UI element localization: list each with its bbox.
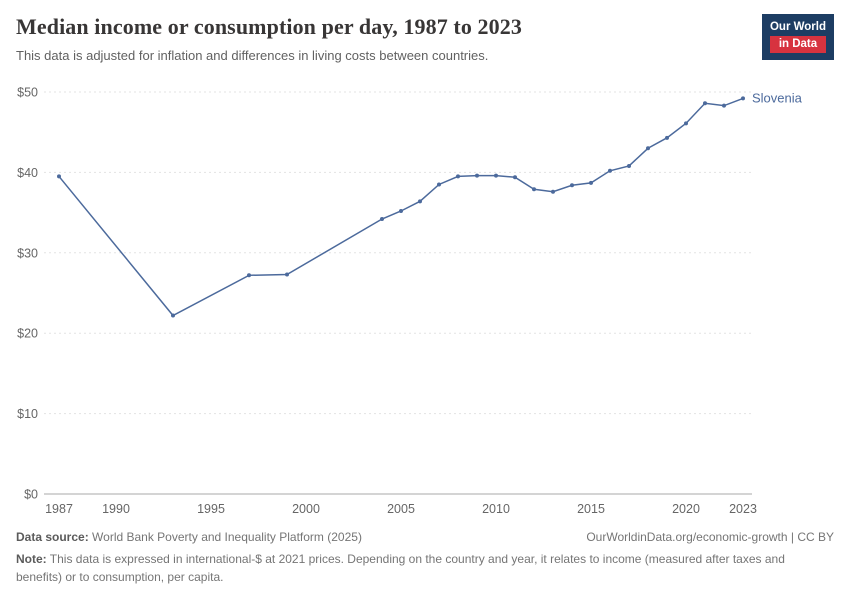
- note-label: Note:: [16, 552, 47, 567]
- data-point: [589, 180, 593, 185]
- data-point: [684, 121, 688, 126]
- data-point: [285, 272, 289, 277]
- data-point: [608, 168, 612, 173]
- x-tick-label: 2010: [482, 502, 510, 516]
- data-point: [570, 183, 574, 188]
- data-point: [247, 273, 251, 278]
- logo-line1: Our World: [769, 21, 826, 33]
- y-tick-label: $20: [17, 327, 38, 341]
- x-tick-label: 1987: [45, 502, 73, 516]
- x-tick-label: 2015: [577, 502, 605, 516]
- data-point: [456, 174, 460, 179]
- x-tick-label: 2005: [387, 502, 415, 516]
- license-link[interactable]: OurWorldinData.org/economic-growth | CC …: [586, 530, 834, 544]
- data-point: [171, 313, 175, 318]
- data-point: [722, 103, 726, 108]
- chart-subtitle: This data is adjusted for inflation and …: [16, 48, 489, 63]
- data-point: [475, 173, 479, 178]
- slovenia-line: [58, 97, 744, 317]
- chart-header: Median income or consumption per day, 19…: [16, 14, 834, 63]
- y-tick-label: $50: [17, 86, 38, 100]
- data-source-text: World Bank Poverty and Inequality Platfo…: [88, 530, 362, 544]
- source-row: Data source: World Bank Poverty and Ineq…: [16, 529, 834, 546]
- x-tick-label: 2020: [672, 502, 700, 516]
- data-point: [437, 182, 441, 187]
- logo-line2: in Data: [769, 36, 826, 53]
- data-point: [399, 208, 403, 213]
- note-text: This data is expressed in international-…: [16, 552, 785, 584]
- data-point: [513, 175, 517, 180]
- title-block: Median income or consumption per day, 19…: [16, 14, 522, 63]
- x-tick-label: 1990: [102, 502, 130, 516]
- data-point: [494, 173, 498, 178]
- data-source: Data source: World Bank Poverty and Ineq…: [16, 529, 362, 546]
- data-point: [703, 101, 707, 106]
- data-point: [57, 174, 61, 179]
- chart-footer: Data source: World Bank Poverty and Ineq…: [16, 529, 834, 586]
- data-point: [741, 96, 745, 101]
- y-tick-label: $10: [17, 407, 38, 421]
- data-point: [380, 217, 384, 222]
- x-tick-label: 2000: [292, 502, 320, 516]
- data-point: [418, 199, 422, 204]
- data-source-label: Data source:: [16, 530, 89, 544]
- x-tick-label: 1995: [197, 502, 225, 516]
- entity-label-slovenia[interactable]: Slovenia: [752, 90, 803, 105]
- note-row: Note: This data is expressed in internat…: [16, 551, 834, 586]
- data-point: [532, 187, 536, 192]
- data-point: [627, 163, 631, 168]
- data-point: [551, 189, 555, 194]
- owid-logo[interactable]: Our World in Data: [761, 14, 834, 60]
- y-tick-label: $40: [17, 166, 38, 180]
- y-tick-label: $30: [17, 246, 38, 260]
- y-tick-label: $0: [24, 488, 38, 502]
- page-title: Median income or consumption per day, 19…: [16, 14, 522, 39]
- x-tick-label: 2023: [729, 502, 757, 516]
- data-point: [665, 135, 669, 140]
- data-point: [646, 146, 650, 151]
